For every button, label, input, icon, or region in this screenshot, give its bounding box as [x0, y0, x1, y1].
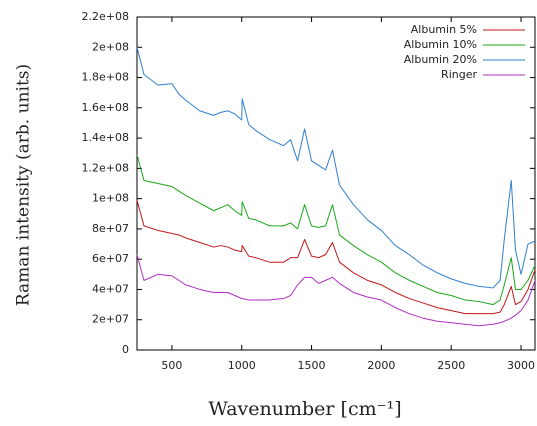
x-axis-label: Wavenumber [cm⁻¹]: [208, 398, 401, 420]
y-axis-label: Raman intensity (arb. units): [14, 64, 34, 306]
x-tick-label: 2000: [367, 359, 395, 372]
series-line: [136, 47, 536, 289]
x-tick-label: 3000: [507, 359, 535, 372]
x-tick-label: 500: [161, 359, 182, 372]
y-tick-label: 1.4e+08: [82, 131, 129, 144]
y-tick-label: 2.2e+08: [82, 10, 129, 23]
y-tick-label: 0: [122, 343, 129, 356]
y-tick-label: 1.8e+08: [82, 71, 129, 84]
x-tick-label: 2500: [437, 359, 465, 372]
y-tick-label: 2e+07: [92, 313, 129, 326]
legend-label: Albumin 10%: [404, 38, 477, 51]
legend-label: Albumin 20%: [404, 53, 477, 66]
y-tick-label: 1.2e+08: [82, 161, 129, 174]
x-tick-label: 1500: [298, 359, 326, 372]
series-line: [136, 254, 536, 327]
y-tick-label: 1e+08: [92, 192, 129, 205]
series-line: [136, 200, 536, 315]
y-tick-label: 1.6e+08: [82, 101, 129, 114]
legend-label: Albumin 5%: [411, 23, 477, 36]
y-tick-label: 8e+07: [92, 222, 129, 235]
y-tick-label: 6e+07: [92, 252, 129, 265]
y-tick-label: 2e+08: [92, 40, 129, 53]
series-line: [136, 154, 536, 306]
plot-frame: [136, 16, 536, 351]
legend-label: Ringer: [441, 68, 477, 81]
y-tick-label: 4e+07: [92, 282, 129, 295]
x-tick-label: 1000: [228, 359, 256, 372]
